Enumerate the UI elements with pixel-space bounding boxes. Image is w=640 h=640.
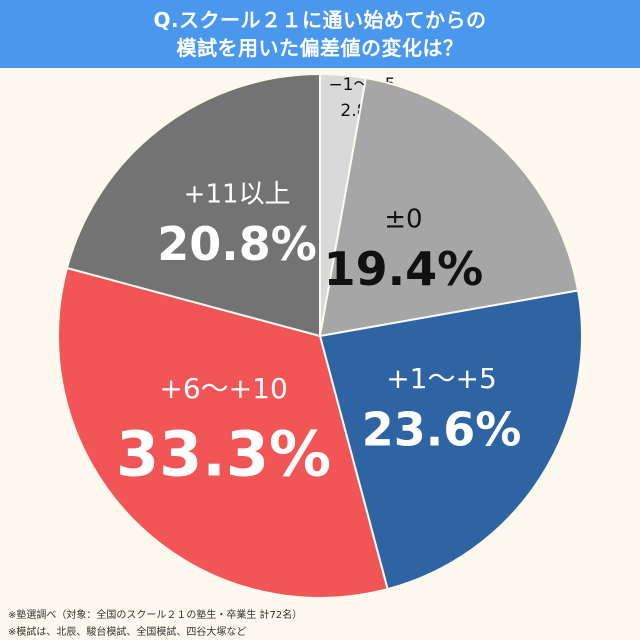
footnote-exams: ※模試は、北辰、駿台模試、全国模試、四谷大塚など [8, 627, 247, 638]
slice-value-label: 19.4% [324, 242, 484, 296]
slice-category-label: +6〜+10 [159, 372, 287, 405]
slice-category-label: ±0 [384, 204, 422, 234]
pie-slice [57, 266, 389, 600]
chart-header: Q.スクール２１に通い始めてからの 模試を用いた偏差値の変化は？ [0, 0, 640, 68]
pie-slice [318, 76, 580, 338]
slice-value-label: 20.8% [157, 217, 317, 271]
pie-slice [318, 289, 583, 591]
chart-title-line-1: Q.スクール２１に通い始めてからの [153, 8, 487, 32]
slice-value-label: 23.6% [362, 403, 522, 457]
pie-slice [65, 72, 321, 338]
slice-category-label: +1〜+5 [386, 362, 497, 395]
chart-title-line-2: 模試を用いた偏差値の変化は？ [176, 36, 464, 60]
slice-value-label: 33.3% [116, 418, 331, 491]
slice-category-label: +11以上 [184, 180, 291, 210]
footnote-source: ※塾選調べ（対象：全国のスクール２１の塾生・卒業生 計72名） [8, 610, 303, 621]
